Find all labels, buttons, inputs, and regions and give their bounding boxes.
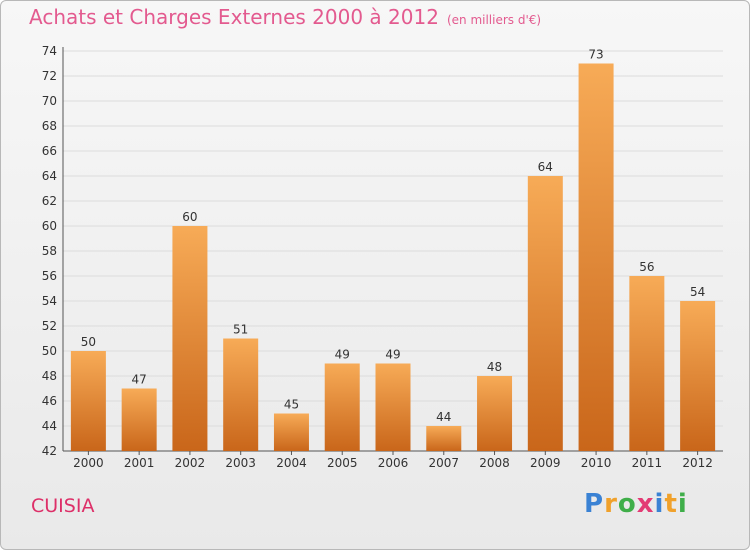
y-tick-label: 48 xyxy=(42,369,57,383)
bar-2005[interactable] xyxy=(324,363,360,452)
value-label-2004: 45 xyxy=(284,398,299,412)
proxiti-logo[interactable]: Proxiti xyxy=(584,489,688,519)
bar-2003[interactable] xyxy=(223,338,259,452)
y-tick-label: 72 xyxy=(42,69,57,83)
chart-title-text: Achats et Charges Externes 2000 à 2012 xyxy=(29,5,439,29)
value-label-2001: 47 xyxy=(132,373,147,387)
bar-2002[interactable] xyxy=(172,226,208,451)
value-label-2008: 48 xyxy=(487,360,502,374)
logo-letter: t xyxy=(664,489,678,519)
value-label-2007: 44 xyxy=(436,410,451,424)
value-label-2005: 49 xyxy=(335,348,350,362)
logo-letter: x xyxy=(636,489,655,519)
value-label-2000: 50 xyxy=(81,335,96,349)
x-tick-label-2009: 2009 xyxy=(530,456,561,470)
value-label-2003: 51 xyxy=(233,323,248,337)
bar-2012[interactable] xyxy=(680,301,716,451)
logo-letter: o xyxy=(617,489,637,519)
x-tick-label-2004: 2004 xyxy=(276,456,307,470)
y-tick-label: 56 xyxy=(42,269,57,283)
y-tick-label: 54 xyxy=(42,294,57,308)
x-tick-label-2003: 2003 xyxy=(225,456,256,470)
bar-2000[interactable] xyxy=(70,351,106,451)
y-tick-label: 52 xyxy=(42,319,57,333)
x-tick-label-2002: 2002 xyxy=(175,456,206,470)
logo-letter: i xyxy=(677,489,688,519)
chart-title: Achats et Charges Externes 2000 à 2012 (e… xyxy=(29,5,541,29)
value-label-2009: 64 xyxy=(538,160,553,174)
bar-2001[interactable] xyxy=(121,388,157,452)
y-tick-label: 46 xyxy=(42,394,57,408)
x-tick-label-2011: 2011 xyxy=(632,456,663,470)
bar-2011[interactable] xyxy=(629,276,665,451)
y-tick-label: 74 xyxy=(42,44,57,58)
bars xyxy=(70,63,716,452)
axes: 42 44 46 48 50 52 54 56 58 60 62 64 66 68 70 72 74 xyxy=(42,44,723,458)
y-tick-label: 60 xyxy=(42,219,57,233)
y-tick-label: 68 xyxy=(42,119,57,133)
value-label-2010: 73 xyxy=(588,48,603,62)
value-label-2012: 54 xyxy=(690,285,705,299)
bar-2006[interactable] xyxy=(375,363,411,452)
bar-2009[interactable] xyxy=(527,176,563,451)
bar-2010[interactable] xyxy=(578,63,614,452)
x-tick-label-2012: 2012 xyxy=(682,456,713,470)
chart-unit-label: (en milliers d'€) xyxy=(446,13,542,27)
y-tick-label: 50 xyxy=(42,344,57,358)
x-tick-label-2005: 2005 xyxy=(327,456,358,470)
y-tick-label: 44 xyxy=(42,419,57,433)
value-label-2006: 49 xyxy=(385,348,400,362)
logo-letter: i xyxy=(654,489,665,519)
bar-2004[interactable] xyxy=(273,413,309,452)
bar-2008[interactable] xyxy=(477,376,513,451)
x-tick-label-2006: 2006 xyxy=(378,456,409,470)
x-tick-label-2007: 2007 xyxy=(428,456,459,470)
y-tick-label: 66 xyxy=(42,144,57,158)
x-tick-label-2001: 2001 xyxy=(124,456,155,470)
value-label-2011: 56 xyxy=(639,260,654,274)
y-tick-label: 62 xyxy=(42,194,57,208)
y-tick-label: 58 xyxy=(42,244,57,258)
y-tick-label: 64 xyxy=(42,169,57,183)
logo-letter: r xyxy=(604,489,618,519)
x-tick-label-2008: 2008 xyxy=(479,456,510,470)
x-tick-label-2000: 2000 xyxy=(73,456,104,470)
bar-2007[interactable] xyxy=(426,426,462,451)
logo-letter: P xyxy=(584,489,605,519)
value-label-2002: 60 xyxy=(182,210,197,224)
x-tick-label-2010: 2010 xyxy=(581,456,612,470)
y-tick-label: 70 xyxy=(42,94,57,108)
y-tick-label: 42 xyxy=(42,444,57,458)
labels: 50 2000 47 2001 60 2002 51 2003 45 2004 49 2005 49 20… xyxy=(73,48,713,471)
place-name: CUISIA xyxy=(31,495,95,517)
